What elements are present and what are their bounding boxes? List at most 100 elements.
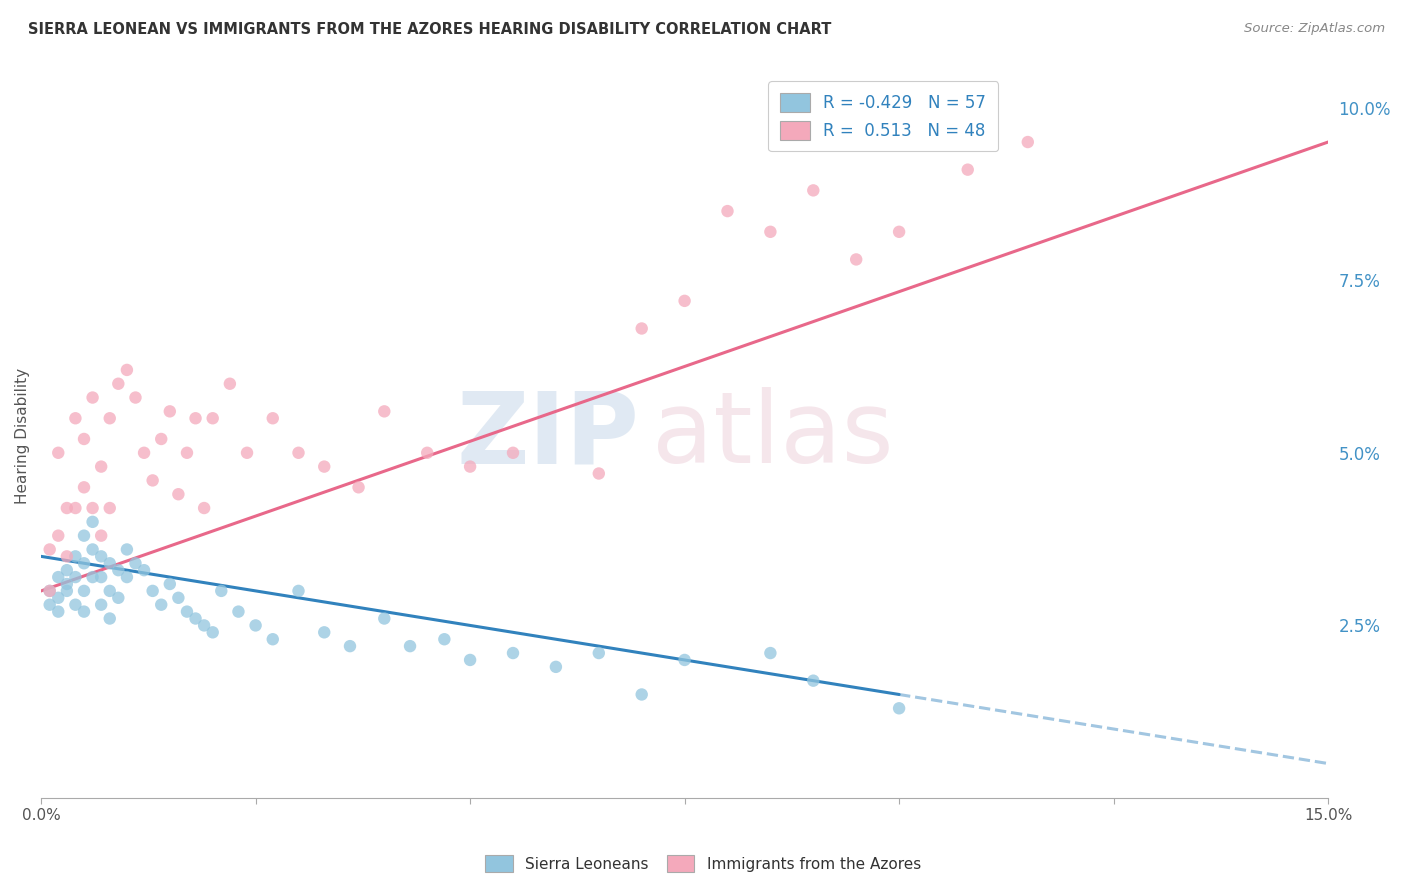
Point [759, 646, 782, 660]
Point [262, 632, 284, 647]
Point [502, 646, 524, 660]
Point [65, 411, 87, 425]
Point [142, 474, 165, 488]
Point [124, 391, 146, 405]
Point [201, 411, 224, 425]
Point [73, 556, 96, 570]
Point [46, 529, 69, 543]
Point [107, 563, 129, 577]
Point [458, 653, 481, 667]
Point [314, 625, 336, 640]
Point [98, 501, 121, 516]
Point [46, 605, 69, 619]
Point [132, 446, 155, 460]
Point [673, 653, 696, 667]
Point [90, 549, 112, 564]
Point [184, 611, 207, 625]
Point [502, 446, 524, 460]
Point [56, 549, 79, 564]
Point [287, 583, 309, 598]
Point [150, 432, 173, 446]
Point [73, 605, 96, 619]
Point [98, 556, 121, 570]
Point [887, 225, 910, 239]
Point [46, 591, 69, 605]
Point [90, 570, 112, 584]
Text: SIERRA LEONEAN VS IMMIGRANTS FROM THE AZORES HEARING DISABILITY CORRELATION CHAR: SIERRA LEONEAN VS IMMIGRANTS FROM THE AZ… [28, 22, 831, 37]
Point [90, 529, 112, 543]
Point [159, 404, 181, 418]
Point [339, 639, 361, 653]
Point [262, 411, 284, 425]
Point [245, 618, 267, 632]
Point [176, 446, 198, 460]
Point [228, 605, 250, 619]
Point [209, 583, 232, 598]
Point [65, 570, 87, 584]
Point [193, 501, 215, 516]
Point [716, 204, 738, 219]
Point [630, 688, 652, 702]
Point [73, 480, 96, 494]
Text: atlas: atlas [652, 387, 894, 484]
Point [236, 446, 259, 460]
Point [287, 446, 309, 460]
Point [38, 583, 60, 598]
Point [544, 660, 567, 674]
Point [184, 411, 207, 425]
Point [46, 570, 69, 584]
Point [38, 583, 60, 598]
Point [887, 701, 910, 715]
Point [65, 549, 87, 564]
Point [176, 605, 198, 619]
Point [38, 542, 60, 557]
Point [759, 225, 782, 239]
Point [82, 501, 104, 516]
Point [314, 459, 336, 474]
Point [115, 542, 138, 557]
Text: ZIP: ZIP [457, 387, 640, 484]
Point [1017, 135, 1039, 149]
Point [56, 563, 79, 577]
Point [630, 321, 652, 335]
Point [56, 577, 79, 591]
Point [167, 591, 190, 605]
Point [373, 611, 395, 625]
Point [588, 467, 610, 481]
Point [673, 293, 696, 308]
Point [373, 404, 395, 418]
Point [399, 639, 422, 653]
Y-axis label: Hearing Disability: Hearing Disability [15, 368, 30, 504]
Point [115, 570, 138, 584]
Point [201, 625, 224, 640]
Point [115, 363, 138, 377]
Point [167, 487, 190, 501]
Point [65, 501, 87, 516]
Point [150, 598, 173, 612]
Point [98, 611, 121, 625]
Point [107, 376, 129, 391]
Point [98, 411, 121, 425]
Point [38, 598, 60, 612]
Point [159, 577, 181, 591]
Point [90, 459, 112, 474]
Point [73, 583, 96, 598]
Point [588, 646, 610, 660]
Point [82, 542, 104, 557]
Point [73, 529, 96, 543]
Point [433, 632, 456, 647]
Point [82, 570, 104, 584]
Point [142, 583, 165, 598]
Legend: Sierra Leoneans, Immigrants from the Azores: Sierra Leoneans, Immigrants from the Azo… [478, 847, 928, 880]
Point [56, 501, 79, 516]
Legend: R = -0.429   N = 57, R =  0.513   N = 48: R = -0.429 N = 57, R = 0.513 N = 48 [769, 81, 998, 152]
Point [347, 480, 370, 494]
Text: Source: ZipAtlas.com: Source: ZipAtlas.com [1244, 22, 1385, 36]
Point [82, 391, 104, 405]
Point [124, 556, 146, 570]
Point [98, 583, 121, 598]
Point [65, 598, 87, 612]
Point [845, 252, 868, 267]
Point [46, 446, 69, 460]
Point [90, 598, 112, 612]
